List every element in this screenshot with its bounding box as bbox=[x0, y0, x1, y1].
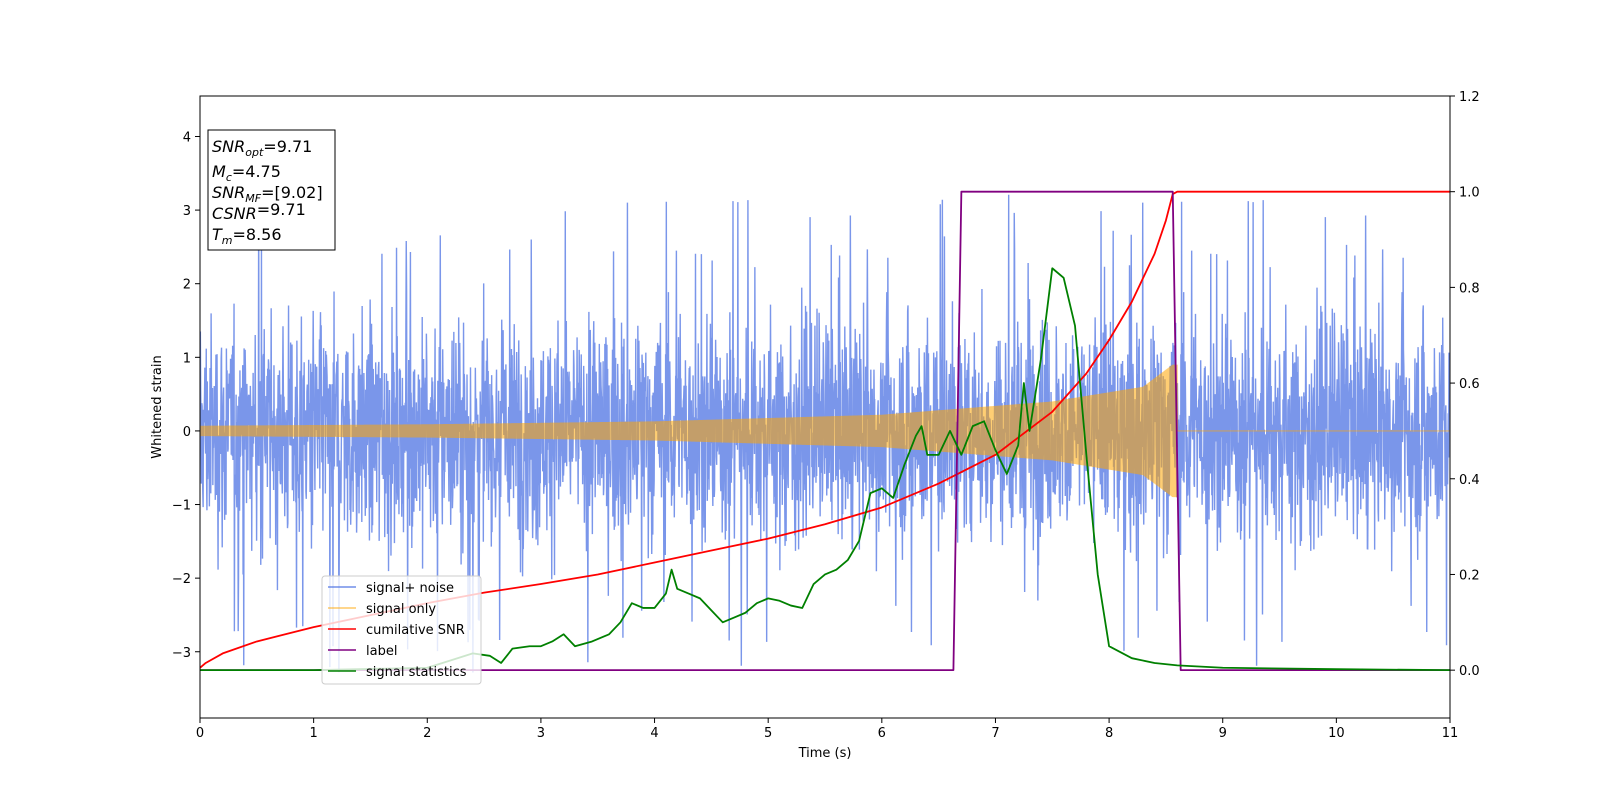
x-tick-label: 2 bbox=[423, 726, 431, 741]
x-tick-label: 5 bbox=[764, 726, 772, 741]
info-box: SNRopt=9.71 Mc=4.75 SNRMF=[9.02] CSNR=9.… bbox=[207, 129, 336, 251]
x-axis-label: Time (s) bbox=[798, 746, 852, 761]
legend-label-signal-noise: signal+ noise bbox=[366, 581, 454, 596]
x-tick-label: 3 bbox=[537, 726, 545, 741]
info-snr-opt: SNRopt=9.71 bbox=[212, 137, 312, 159]
legend-label-signal-only: signal only bbox=[366, 602, 436, 617]
y-right-tick-label: 0.6 bbox=[1459, 377, 1480, 392]
series-label bbox=[200, 190, 1450, 672]
y-right-tick-label: 0.4 bbox=[1459, 473, 1480, 488]
series-signal-statistics bbox=[200, 267, 1450, 672]
y-left-tick-label: 4 bbox=[183, 130, 191, 145]
info-box-frame bbox=[207, 129, 336, 251]
legend-label-signal-statistics: signal statistics bbox=[366, 665, 467, 680]
legend-label-cumulative-snr: cumilative SNR bbox=[366, 623, 465, 638]
y-right-tick-label: 1.0 bbox=[1459, 186, 1480, 201]
x-tick-label: 8 bbox=[1105, 726, 1113, 741]
y-left-tick-label: −3 bbox=[172, 646, 191, 661]
info-merger-time: Tm=8.56 bbox=[212, 225, 282, 247]
info-snr-mf: SNRMF=[9.02] bbox=[212, 183, 323, 205]
series-signal-only bbox=[200, 364, 1450, 498]
plot-frame bbox=[199, 95, 1451, 719]
y-axis-label: Whitened strain bbox=[150, 355, 165, 458]
x-tick-label: 1 bbox=[309, 726, 317, 741]
x-tick-label: 0 bbox=[196, 726, 204, 741]
y-left-tick-label: −2 bbox=[172, 572, 191, 587]
ticks-layer: 0 1 2 3 4 5 6 7 8 9 10 11 −3 −2 −1 0 1 2 3 4 0.0 0.2 0.4 0.6 0.8… bbox=[172, 90, 1480, 741]
x-tick-label: 10 bbox=[1328, 726, 1345, 741]
y-left-tick-label: −1 bbox=[172, 499, 191, 514]
x-tick-label: 11 bbox=[1442, 726, 1459, 741]
legend: signal+ noise signal only cumilative SNR… bbox=[321, 575, 482, 685]
y-left-tick-label: 0 bbox=[183, 425, 191, 440]
y-left-tick-label: 1 bbox=[183, 351, 191, 366]
y-left-tick-label: 3 bbox=[183, 204, 191, 219]
y-right-tick-label: 0.2 bbox=[1459, 568, 1480, 583]
info-csnr: CSNR=9.71 bbox=[212, 200, 306, 223]
x-tick-label: 9 bbox=[1219, 726, 1227, 741]
legend-label-label: label bbox=[366, 644, 397, 659]
x-tick-label: 4 bbox=[650, 726, 658, 741]
y-right-tick-label: 0.8 bbox=[1459, 281, 1480, 296]
x-tick-label: 6 bbox=[878, 726, 886, 741]
legend-frame bbox=[321, 575, 482, 685]
y-left-tick-label: 2 bbox=[183, 278, 191, 293]
y-right-tick-label: 0.0 bbox=[1459, 664, 1480, 679]
y-right-tick-label: 1.2 bbox=[1459, 90, 1480, 105]
x-tick-label: 7 bbox=[991, 726, 999, 741]
info-chirp-mass: Mc=4.75 bbox=[212, 162, 281, 184]
